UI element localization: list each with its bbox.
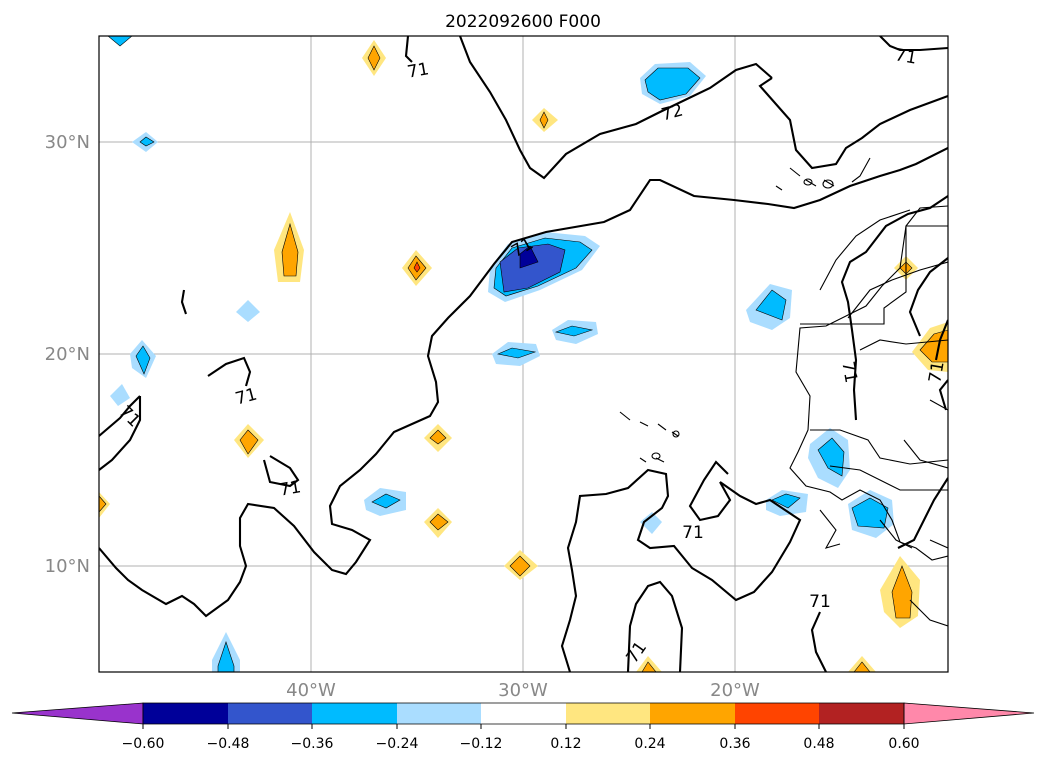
coastlines	[619, 157, 948, 627]
colorbar-segment	[312, 703, 397, 724]
contour-label: 71	[893, 45, 918, 68]
colorbar-segment	[650, 703, 735, 724]
colorbar-tick: 0.24	[634, 736, 665, 752]
colorbar-segment	[143, 703, 228, 724]
colorbar-extend-low	[11, 702, 144, 725]
colorbar-tick: −0.36	[291, 736, 334, 752]
colorbar-segment	[735, 703, 819, 724]
colorbar-segment	[397, 703, 481, 724]
contour-label: 71	[925, 360, 948, 385]
contour-label: 71	[406, 59, 431, 82]
colorbar-tick: −0.12	[460, 736, 503, 752]
map-title: 2022092600 F000	[445, 12, 601, 32]
lon-label: 40°W	[286, 680, 336, 701]
lat-label: 10°N	[45, 556, 90, 577]
lon-label: 20°W	[710, 680, 760, 701]
contour-label: 71	[278, 477, 303, 500]
colorbar-tick: −0.60	[122, 736, 165, 752]
contour-label: 71	[682, 523, 704, 543]
map-panel: 71 71 72 71 71 71 71 71 71 71 71 71	[98, 35, 949, 673]
colorbar-tick: −0.24	[376, 736, 419, 752]
colorbar-tick: 0.36	[719, 736, 750, 752]
colorbar-tick: 0.48	[803, 736, 834, 752]
lat-label: 30°N	[45, 132, 90, 153]
longitude-labels: 40°W 30°W 20°W	[286, 680, 760, 701]
colorbar-segment	[481, 703, 566, 724]
colorbar-segment	[819, 703, 904, 724]
contour-label: 71	[809, 592, 831, 612]
latitude-labels: 30°N 20°N 10°N	[45, 132, 90, 577]
colorbar-segment	[228, 703, 312, 724]
colorbar-tick: −0.48	[207, 736, 250, 752]
lon-label: 30°W	[498, 680, 548, 701]
map-frame	[98, 35, 949, 673]
colorbar-extend-high	[903, 702, 1035, 725]
colorbar-segment	[566, 703, 650, 724]
colorbar-tick: 0.12	[550, 736, 581, 752]
lat-label: 20°N	[45, 344, 90, 365]
colorbar-tick: 0.60	[888, 736, 919, 752]
colorbar: −0.60 −0.48 −0.36 −0.24 −0.12 0.12 0.24 …	[11, 702, 1035, 752]
contour-lines	[99, 36, 948, 672]
contour-label: 71	[837, 360, 860, 385]
